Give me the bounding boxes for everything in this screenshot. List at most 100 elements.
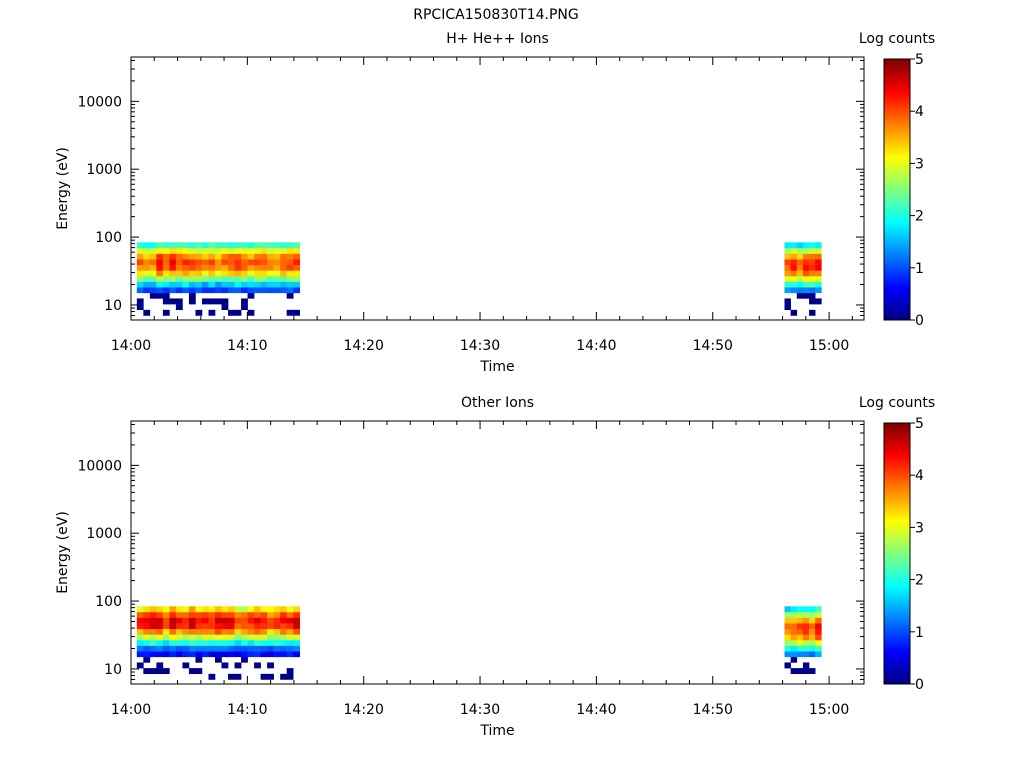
colorbar-segment bbox=[884, 579, 910, 583]
colorbar-segment bbox=[884, 568, 910, 572]
heatmap-cell bbox=[247, 309, 255, 316]
colorbar-segment bbox=[884, 516, 910, 520]
heatmap-cell bbox=[790, 259, 798, 266]
heatmap-cell bbox=[241, 656, 248, 663]
heatmap-cell bbox=[273, 264, 281, 271]
heatmap-cell bbox=[215, 639, 222, 646]
heatmap-cell bbox=[201, 639, 209, 646]
colorbar-segment bbox=[884, 198, 910, 201]
colorbar-segment bbox=[884, 438, 910, 441]
colorbar-segment bbox=[884, 681, 910, 685]
colorbar-segment bbox=[884, 590, 910, 594]
heatmap-cell bbox=[809, 292, 816, 299]
heatmap-cell bbox=[215, 628, 222, 635]
heatmap-cell bbox=[796, 253, 804, 260]
colorbar-segment bbox=[884, 470, 910, 474]
y-tick-label: 10000 bbox=[77, 458, 122, 474]
heatmap-cell bbox=[790, 623, 798, 630]
heatmap-cell bbox=[221, 281, 229, 288]
heatmap-cell bbox=[169, 651, 177, 658]
colorbar-segment bbox=[884, 156, 910, 160]
heatmap-cell bbox=[149, 606, 157, 613]
heatmap-cell bbox=[195, 606, 203, 613]
heatmap-cell bbox=[254, 606, 261, 613]
colorbar-segment bbox=[884, 464, 910, 467]
heatmap-cell bbox=[169, 253, 177, 260]
heatmap-cell bbox=[143, 611, 151, 618]
heatmap-cell bbox=[254, 634, 261, 641]
heatmap-cell bbox=[136, 639, 144, 646]
heatmap-cell bbox=[260, 270, 268, 277]
colorbar-segment bbox=[884, 246, 910, 249]
colorbar-segment bbox=[884, 677, 910, 681]
heatmap-cell bbox=[162, 611, 170, 618]
heatmap-cell bbox=[790, 634, 798, 641]
heatmap-cell bbox=[169, 264, 177, 271]
heatmap-cell bbox=[162, 270, 170, 277]
heatmap-cell bbox=[201, 634, 209, 641]
heatmap-cell bbox=[280, 287, 287, 294]
colorbar-segment bbox=[884, 479, 910, 483]
heatmap-cell bbox=[234, 242, 242, 249]
colorbar-segment bbox=[884, 76, 910, 80]
heatmap-cell bbox=[169, 275, 177, 282]
colorbar-segment bbox=[884, 235, 910, 238]
colorbar-segment bbox=[884, 135, 910, 138]
heatmap-cell bbox=[241, 287, 248, 294]
heatmap-cell bbox=[234, 623, 242, 630]
heatmap-cell bbox=[188, 264, 196, 271]
colorbar-segment bbox=[884, 501, 910, 504]
heatmap-cell bbox=[208, 617, 216, 624]
heatmap-cell bbox=[201, 264, 209, 271]
heatmap-cell bbox=[228, 611, 235, 618]
heatmap-cell bbox=[136, 275, 144, 282]
heatmap-cell bbox=[267, 242, 274, 249]
heatmap-cell bbox=[182, 281, 190, 288]
colorbar-segment bbox=[884, 642, 910, 646]
heatmap-cell bbox=[815, 281, 822, 288]
heatmap-cell bbox=[221, 253, 229, 260]
heatmap-cell bbox=[149, 242, 157, 249]
heatmap-cell bbox=[136, 304, 144, 311]
heatmap-cell bbox=[182, 606, 190, 613]
heatmap-cell bbox=[796, 281, 804, 288]
heatmap-cell bbox=[169, 270, 177, 277]
x-tick-label: 15:00 bbox=[809, 338, 849, 354]
colorbar-segment bbox=[884, 451, 910, 454]
heatmap-cell bbox=[149, 281, 157, 288]
heatmap-cell bbox=[796, 628, 804, 635]
heatmap-cell bbox=[175, 259, 183, 266]
heatmap-cell bbox=[286, 639, 294, 646]
heatmap-cell bbox=[208, 623, 216, 630]
heatmap-cell bbox=[790, 606, 798, 613]
heatmap-cell bbox=[790, 611, 798, 618]
heatmap-cell bbox=[260, 623, 268, 630]
heatmap-cell bbox=[195, 651, 203, 658]
colorbar-segment bbox=[884, 623, 910, 626]
heatmap-cell bbox=[215, 264, 222, 271]
heatmap-cell bbox=[784, 628, 791, 635]
heatmap-cell bbox=[247, 264, 255, 271]
heatmap-cell bbox=[293, 645, 301, 652]
heatmap-cell bbox=[293, 628, 301, 635]
colorbar-segment bbox=[884, 662, 910, 665]
heatmap-cell bbox=[136, 264, 144, 271]
heatmap-cell bbox=[784, 264, 791, 271]
x-tick-label: 14:30 bbox=[460, 338, 500, 354]
colorbar-segment bbox=[884, 104, 910, 108]
heatmap-cell bbox=[182, 634, 190, 641]
heatmap-cell bbox=[260, 606, 268, 613]
heatmap-cell bbox=[293, 639, 301, 646]
heatmap-cell bbox=[802, 259, 810, 266]
heatmap-cell bbox=[228, 617, 235, 624]
heatmap-cell bbox=[169, 623, 177, 630]
heatmap-cell bbox=[273, 645, 281, 652]
heatmap-cell bbox=[228, 253, 235, 260]
heatmap-cell bbox=[162, 645, 170, 652]
colorbar-segment bbox=[884, 148, 910, 151]
heatmap-cell bbox=[143, 651, 151, 658]
colorbar-segment bbox=[884, 570, 910, 574]
plot-frame bbox=[130, 420, 865, 685]
colorbar-segment bbox=[884, 573, 910, 576]
